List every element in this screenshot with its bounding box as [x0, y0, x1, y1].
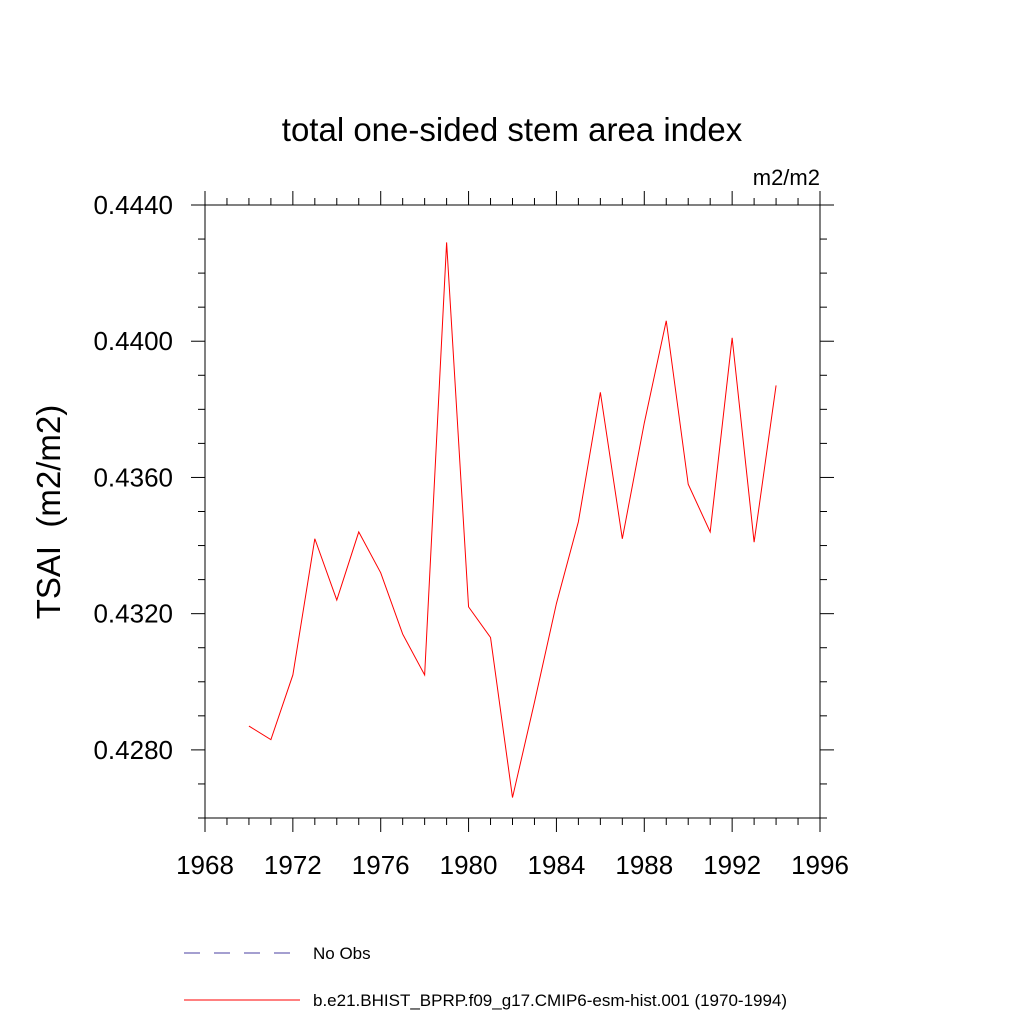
- y-tick-label: 0.4280: [93, 735, 173, 765]
- legend-item-no-obs: No Obs: [184, 944, 371, 963]
- y-tick-label: 0.4400: [93, 326, 173, 356]
- x-tick-label: 1996: [791, 850, 849, 880]
- y-tick-label: 0.4360: [93, 462, 173, 492]
- y-axis: 0.4280 0.4320 0.4360 0.4400 0.4440: [93, 190, 834, 819]
- x-axis: 1968 1972 1976 1980 1984 1988 1992 1996: [176, 191, 849, 880]
- plot-frame: [204, 204, 821, 819]
- series-line: [248, 242, 777, 798]
- x-tick-label: 1980: [440, 850, 498, 880]
- x-tick-label: 1976: [352, 850, 410, 880]
- chart-title: total one-sided stem area index: [282, 111, 743, 148]
- y-tick-label: 0.4320: [93, 599, 173, 629]
- x-tick-label: 1972: [264, 850, 322, 880]
- legend: No Obs b.e21.BHIST_BPRP.f09_g17.CMIP6-es…: [184, 944, 787, 1010]
- x-tick-label: 1992: [703, 850, 761, 880]
- x-tick-label: 1968: [176, 850, 234, 880]
- legend-item-model: b.e21.BHIST_BPRP.f09_g17.CMIP6-esm-hist.…: [184, 991, 787, 1010]
- x-tick-label: 1984: [528, 850, 586, 880]
- units-label: m2/m2: [753, 165, 820, 190]
- legend-label-no-obs: No Obs: [313, 944, 371, 963]
- legend-label-model: b.e21.BHIST_BPRP.f09_g17.CMIP6-esm-hist.…: [313, 991, 787, 1010]
- series-layer: [248, 242, 777, 798]
- x-tick-label: 1988: [615, 850, 673, 880]
- y-tick-label: 0.4440: [93, 190, 173, 220]
- y-axis-label: TSAI (m2/m2): [30, 405, 67, 620]
